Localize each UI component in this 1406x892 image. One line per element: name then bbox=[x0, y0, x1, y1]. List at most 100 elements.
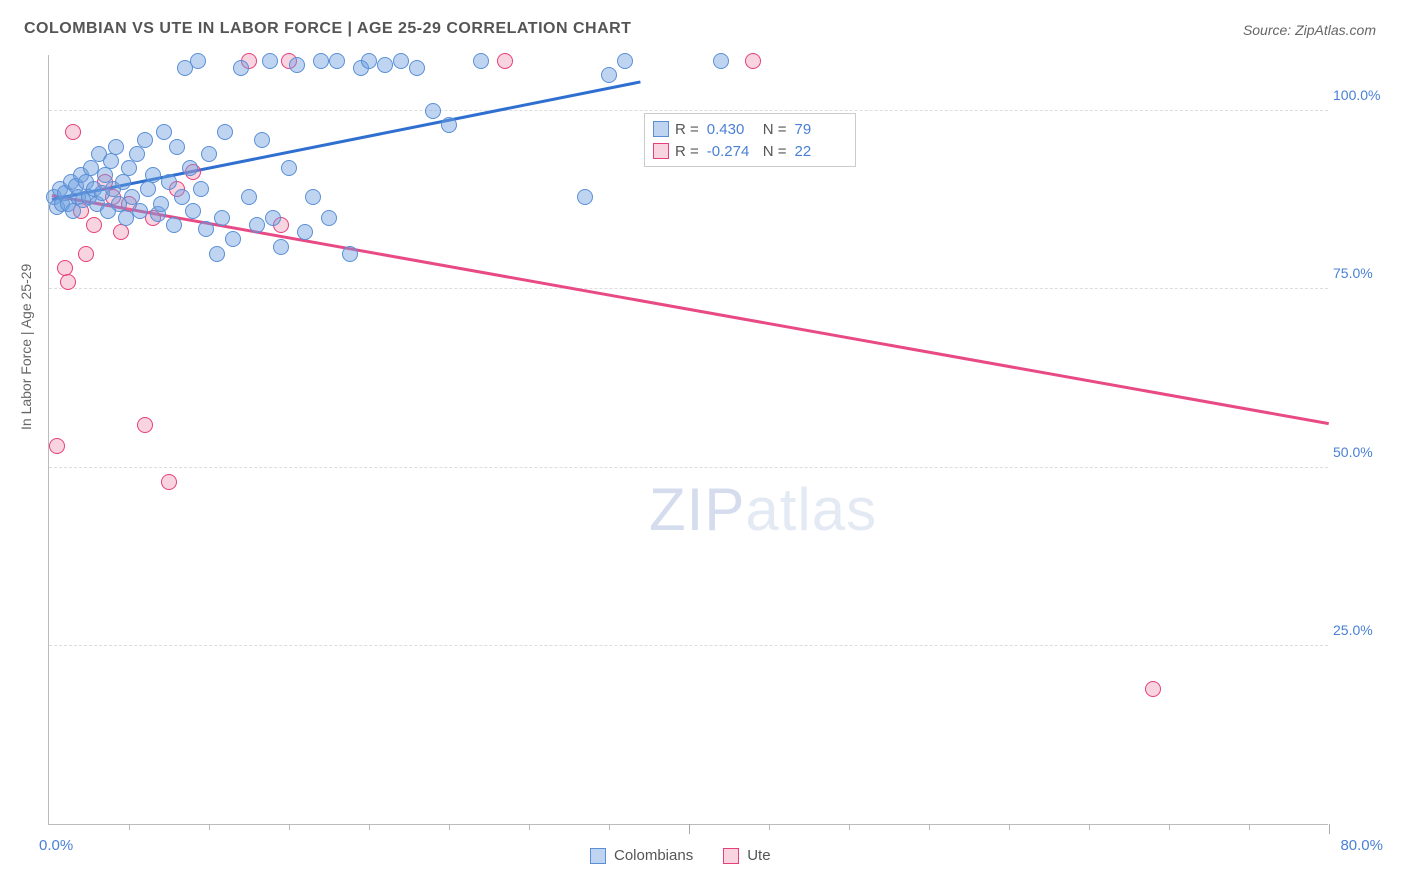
swatch-ute-icon bbox=[723, 848, 739, 864]
gridline bbox=[49, 467, 1328, 468]
data-point bbox=[182, 160, 198, 176]
data-point bbox=[166, 217, 182, 233]
data-point bbox=[140, 181, 156, 197]
legend-series: Colombians Ute bbox=[590, 847, 771, 864]
data-point bbox=[132, 203, 148, 219]
source-attribution: Source: ZipAtlas.com bbox=[1243, 22, 1376, 38]
data-point bbox=[113, 224, 129, 240]
data-point bbox=[103, 153, 119, 169]
data-point bbox=[297, 224, 313, 240]
chart-container: COLOMBIAN VS UTE IN LABOR FORCE | AGE 25… bbox=[0, 0, 1406, 892]
swatch-ute-icon bbox=[653, 143, 669, 159]
x-tick bbox=[689, 824, 690, 834]
y-tick-label: 50.0% bbox=[1333, 444, 1388, 460]
data-point bbox=[601, 67, 617, 83]
x-tick bbox=[129, 824, 130, 830]
gridline bbox=[49, 110, 1328, 111]
data-point bbox=[190, 53, 206, 69]
y-axis-title: In Labor Force | Age 25-29 bbox=[18, 264, 34, 430]
legend-item-colombians: Colombians bbox=[590, 847, 693, 864]
data-point bbox=[577, 189, 593, 205]
data-point bbox=[174, 189, 190, 205]
swatch-colombians-icon bbox=[653, 121, 669, 137]
data-point bbox=[745, 53, 761, 69]
data-point bbox=[441, 117, 457, 133]
swatch-colombians-icon bbox=[590, 848, 606, 864]
data-point bbox=[321, 210, 337, 226]
legend-stats-row-colombians: R = 0.430 N = 79 bbox=[653, 118, 845, 140]
plot-area: ZIPatlas R = 0.430 N = 79 R = -0.274 N =… bbox=[48, 55, 1328, 825]
data-point bbox=[217, 124, 233, 140]
x-tick bbox=[1009, 824, 1010, 830]
data-point bbox=[241, 189, 257, 205]
data-point bbox=[305, 189, 321, 205]
x-tick bbox=[609, 824, 610, 830]
data-point bbox=[393, 53, 409, 69]
data-point bbox=[265, 210, 281, 226]
data-point bbox=[313, 53, 329, 69]
stat-label-r: R = bbox=[675, 121, 699, 138]
legend-label-colombians: Colombians bbox=[614, 847, 693, 864]
data-point bbox=[214, 210, 230, 226]
data-point bbox=[161, 474, 177, 490]
data-point bbox=[121, 160, 137, 176]
data-point bbox=[137, 417, 153, 433]
data-point bbox=[262, 53, 278, 69]
gridline bbox=[49, 288, 1328, 289]
legend-label-ute: Ute bbox=[747, 847, 770, 864]
data-point bbox=[185, 203, 201, 219]
data-point bbox=[198, 221, 214, 237]
data-point bbox=[115, 174, 131, 190]
legend-item-ute: Ute bbox=[723, 847, 770, 864]
stat-n-ute: 22 bbox=[795, 143, 845, 160]
x-tick bbox=[1329, 824, 1330, 834]
data-point bbox=[1145, 681, 1161, 697]
data-point bbox=[233, 60, 249, 76]
data-point bbox=[281, 160, 297, 176]
x-tick bbox=[449, 824, 450, 830]
data-point bbox=[209, 246, 225, 262]
data-point bbox=[86, 217, 102, 233]
data-point bbox=[169, 139, 185, 155]
x-axis-max-label: 80.0% bbox=[1340, 837, 1383, 854]
data-point bbox=[409, 60, 425, 76]
data-point bbox=[425, 103, 441, 119]
x-tick bbox=[529, 824, 530, 830]
data-point bbox=[129, 146, 145, 162]
x-tick bbox=[929, 824, 930, 830]
data-point bbox=[377, 57, 393, 73]
data-point bbox=[193, 181, 209, 197]
data-point bbox=[617, 53, 633, 69]
y-tick-label: 100.0% bbox=[1333, 87, 1388, 103]
data-point bbox=[145, 167, 161, 183]
x-axis-min-label: 0.0% bbox=[39, 837, 73, 854]
data-point bbox=[201, 146, 217, 162]
data-point bbox=[156, 124, 172, 140]
data-point bbox=[361, 53, 377, 69]
trend-line bbox=[52, 194, 1329, 425]
legend-stats: R = 0.430 N = 79 R = -0.274 N = 22 bbox=[644, 113, 856, 167]
x-tick bbox=[849, 824, 850, 830]
data-point bbox=[497, 53, 513, 69]
data-point bbox=[249, 217, 265, 233]
x-tick bbox=[769, 824, 770, 830]
data-point bbox=[49, 438, 65, 454]
stat-r-colombians: 0.430 bbox=[707, 121, 757, 138]
data-point bbox=[329, 53, 345, 69]
legend-stats-row-ute: R = -0.274 N = 22 bbox=[653, 140, 845, 162]
data-point bbox=[60, 274, 76, 290]
stat-label-n: N = bbox=[763, 121, 787, 138]
stat-label-r: R = bbox=[675, 143, 699, 160]
x-tick bbox=[369, 824, 370, 830]
data-point bbox=[342, 246, 358, 262]
gridline bbox=[49, 645, 1328, 646]
data-point bbox=[473, 53, 489, 69]
x-tick bbox=[1089, 824, 1090, 830]
data-point bbox=[289, 57, 305, 73]
stat-label-n: N = bbox=[763, 143, 787, 160]
data-point bbox=[137, 132, 153, 148]
data-point bbox=[108, 139, 124, 155]
data-point bbox=[225, 231, 241, 247]
data-point bbox=[713, 53, 729, 69]
data-point bbox=[254, 132, 270, 148]
